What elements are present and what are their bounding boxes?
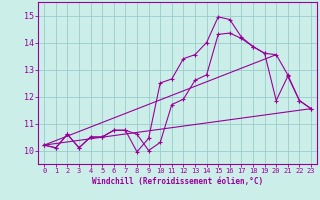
X-axis label: Windchill (Refroidissement éolien,°C): Windchill (Refroidissement éolien,°C) — [92, 177, 263, 186]
